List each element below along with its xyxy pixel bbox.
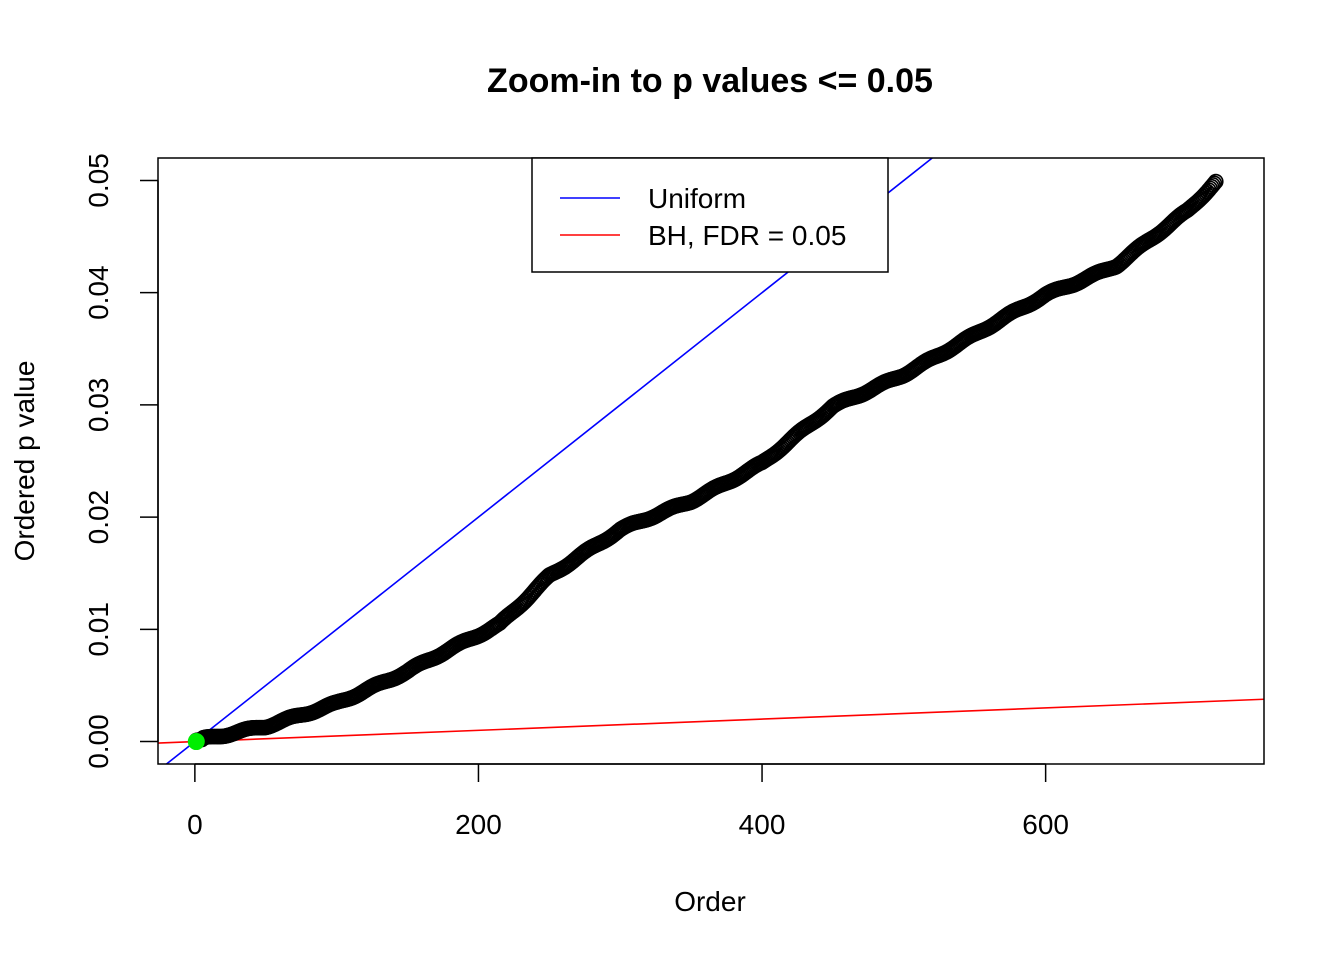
y-tick-label: 0.03 <box>83 378 114 433</box>
highlight-points <box>187 733 205 751</box>
data-point <box>1203 178 1220 195</box>
legend-box <box>531 157 889 273</box>
data-points <box>188 173 1224 749</box>
x-axis-label: Order <box>674 886 746 917</box>
reference-lines <box>158 158 1264 764</box>
reference-line-bh-fdr-0-05 <box>158 698 1264 744</box>
x-tick-label: 600 <box>1022 809 1069 840</box>
y-tick-label: 0.05 <box>83 153 114 208</box>
x-axis: 0 200 400 600 <box>187 763 1069 840</box>
y-tick-label: 0.01 <box>83 602 114 657</box>
legend: Uniform BH, FDR = 0.05 <box>531 157 889 273</box>
reference-line-uniform <box>165 158 934 764</box>
chart-title: Zoom-in to p values <= 0.05 <box>487 62 933 100</box>
highlight-point <box>187 733 205 751</box>
x-tick-label: 400 <box>739 809 786 840</box>
y-axis-label: Ordered p value <box>9 361 40 562</box>
legend-label-bh: BH, FDR = 0.05 <box>648 220 846 251</box>
data-point <box>1205 177 1221 193</box>
data-point <box>1206 175 1223 192</box>
y-tick-label: 0.02 <box>83 490 114 545</box>
x-tick-label: 0 <box>187 809 203 840</box>
legend-label-uniform: Uniform <box>648 183 746 214</box>
data-point <box>1207 173 1224 190</box>
plot-clip-group <box>158 158 1264 764</box>
y-axis: 0.00 0.01 0.02 0.03 0.04 0.05 <box>83 153 159 769</box>
y-tick-label: 0.04 <box>83 265 114 320</box>
y-tick-label: 0.00 <box>83 714 114 769</box>
x-tick-label: 200 <box>455 809 502 840</box>
